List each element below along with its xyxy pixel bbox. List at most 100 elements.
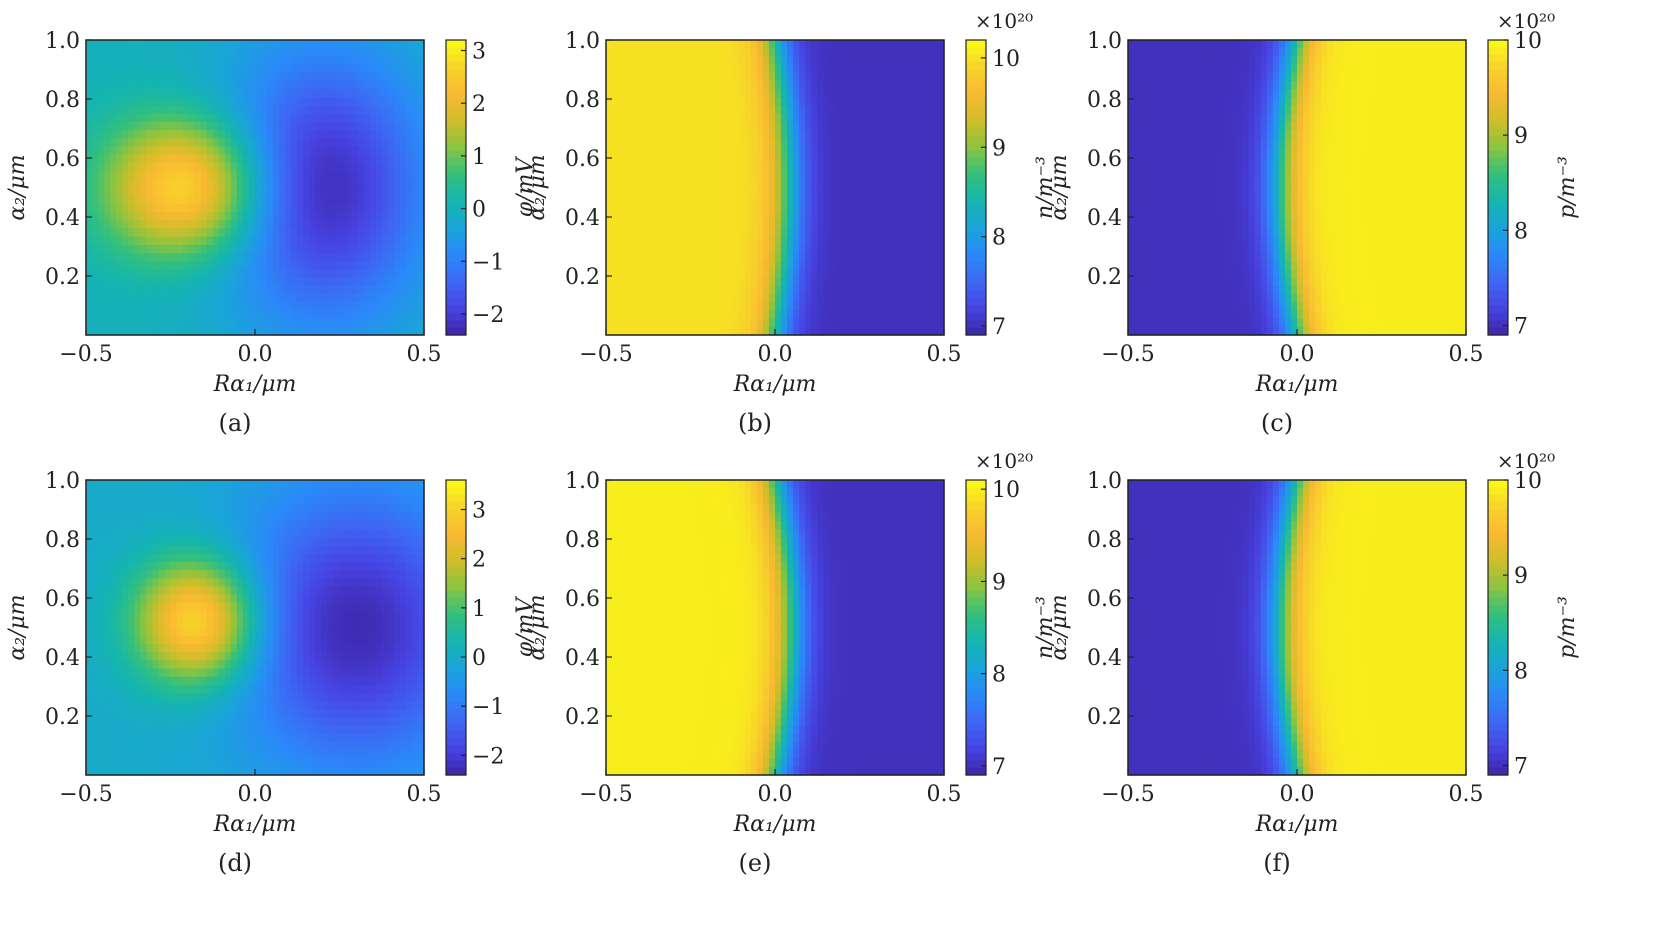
heatmap-cell — [721, 73, 728, 82]
heatmap-cell — [189, 147, 196, 156]
heatmap-cell — [321, 204, 328, 213]
heatmap-cell — [1140, 147, 1147, 156]
heatmap-cell — [612, 97, 619, 106]
heatmap-cell — [709, 171, 716, 180]
heatmap-cell — [213, 130, 220, 139]
heatmap-cell — [285, 81, 292, 90]
heatmap-cell — [279, 237, 286, 246]
heatmap-cell — [727, 97, 734, 106]
heatmap-cell — [636, 56, 643, 65]
heatmap-cell — [841, 73, 848, 82]
heatmap-cell — [733, 48, 740, 57]
heatmap-cell — [382, 48, 389, 57]
heatmap-cell — [1152, 237, 1159, 246]
heatmap-cell — [164, 40, 171, 49]
heatmap-cell — [1261, 73, 1268, 82]
heatmap-cell — [110, 97, 117, 106]
heatmap-cell — [1152, 228, 1159, 237]
heatmap-cell — [853, 188, 860, 197]
heatmap-cell — [1206, 40, 1213, 49]
heatmap-cell — [636, 106, 643, 115]
heatmap-cell — [775, 81, 782, 90]
heatmap-cell — [896, 130, 903, 139]
heatmap-cell — [1140, 138, 1147, 147]
heatmap-cell — [1231, 130, 1238, 139]
heatmap-cell — [612, 147, 619, 156]
heatmap-cell — [237, 163, 244, 172]
heatmap-cell — [1219, 319, 1226, 328]
heatmap-cell — [243, 278, 250, 287]
heatmap-cell — [684, 294, 691, 303]
heatmap-cell — [309, 237, 316, 246]
heatmap-cell — [189, 89, 196, 98]
heatmap-cell — [1158, 56, 1165, 65]
heatmap-cell — [775, 179, 782, 188]
heatmap-cell — [775, 56, 782, 65]
heatmap-cell — [261, 40, 268, 49]
heatmap-cell — [104, 179, 111, 188]
heatmap-cell — [853, 40, 860, 49]
heatmap-cell — [86, 204, 93, 213]
heatmap-cell — [1200, 130, 1207, 139]
heatmap-cell — [346, 122, 353, 131]
heatmap-cell — [1176, 65, 1183, 74]
heatmap-cell — [243, 56, 250, 65]
heatmap-cell — [291, 81, 298, 90]
heatmap-cell — [1206, 48, 1213, 57]
heatmap-cell — [128, 89, 135, 98]
heatmap-cell — [201, 97, 208, 106]
heatmap-cell — [140, 188, 147, 197]
heatmap-cell — [841, 155, 848, 164]
heatmap-cell — [1200, 278, 1207, 287]
heatmap-cell — [1134, 319, 1141, 328]
heatmap-cell — [1176, 147, 1183, 156]
heatmap-cell — [285, 122, 292, 131]
heatmap-cell — [878, 204, 885, 213]
heatmap-cell — [920, 65, 927, 74]
heatmap-cell — [177, 89, 184, 98]
heatmap-cell — [660, 228, 667, 237]
heatmap-cell — [177, 114, 184, 123]
heatmap-cell — [340, 319, 347, 328]
heatmap-cell — [297, 40, 304, 49]
heatmap-cell — [1176, 130, 1183, 139]
heatmap-cell — [1152, 106, 1159, 115]
heatmap-cell — [630, 155, 637, 164]
heatmap-cell — [896, 188, 903, 197]
heatmap-cell — [684, 204, 691, 213]
heatmap-cell — [134, 147, 141, 156]
heatmap-cell — [1134, 220, 1141, 229]
heatmap-cell — [225, 302, 232, 311]
heatmap-cell — [1146, 179, 1153, 188]
heatmap-cell — [309, 163, 316, 172]
heatmap-cell — [92, 48, 99, 57]
heatmap-cell — [878, 286, 885, 295]
heatmap-cell — [739, 155, 746, 164]
heatmap-cell — [866, 319, 873, 328]
heatmap-cell — [1255, 147, 1262, 156]
heatmap-cell — [1219, 261, 1226, 270]
heatmap-cell — [618, 204, 625, 213]
heatmap-cell — [267, 245, 274, 254]
heatmap-cell — [691, 122, 698, 131]
heatmap-cell — [932, 253, 939, 262]
heatmap-cell — [847, 261, 854, 270]
heatmap-cell — [914, 122, 921, 131]
heatmap-cell — [189, 319, 196, 328]
heatmap-cell — [829, 228, 836, 237]
heatmap-cell — [237, 245, 244, 254]
heatmap-cell — [303, 81, 310, 90]
colorbar-segment — [966, 70, 986, 78]
heatmap-cell — [733, 122, 740, 131]
heatmap-cell — [697, 138, 704, 147]
heatmap-cell — [1182, 106, 1189, 115]
heatmap-cell — [122, 40, 129, 49]
heatmap-cell — [255, 65, 262, 74]
heatmap-cell — [1182, 228, 1189, 237]
heatmap-cell — [866, 155, 873, 164]
heatmap-cell — [1134, 253, 1141, 262]
heatmap-cell — [866, 261, 873, 270]
heatmap-cell — [1188, 40, 1195, 49]
heatmap-cell — [684, 179, 691, 188]
heatmap-cell — [775, 319, 782, 328]
